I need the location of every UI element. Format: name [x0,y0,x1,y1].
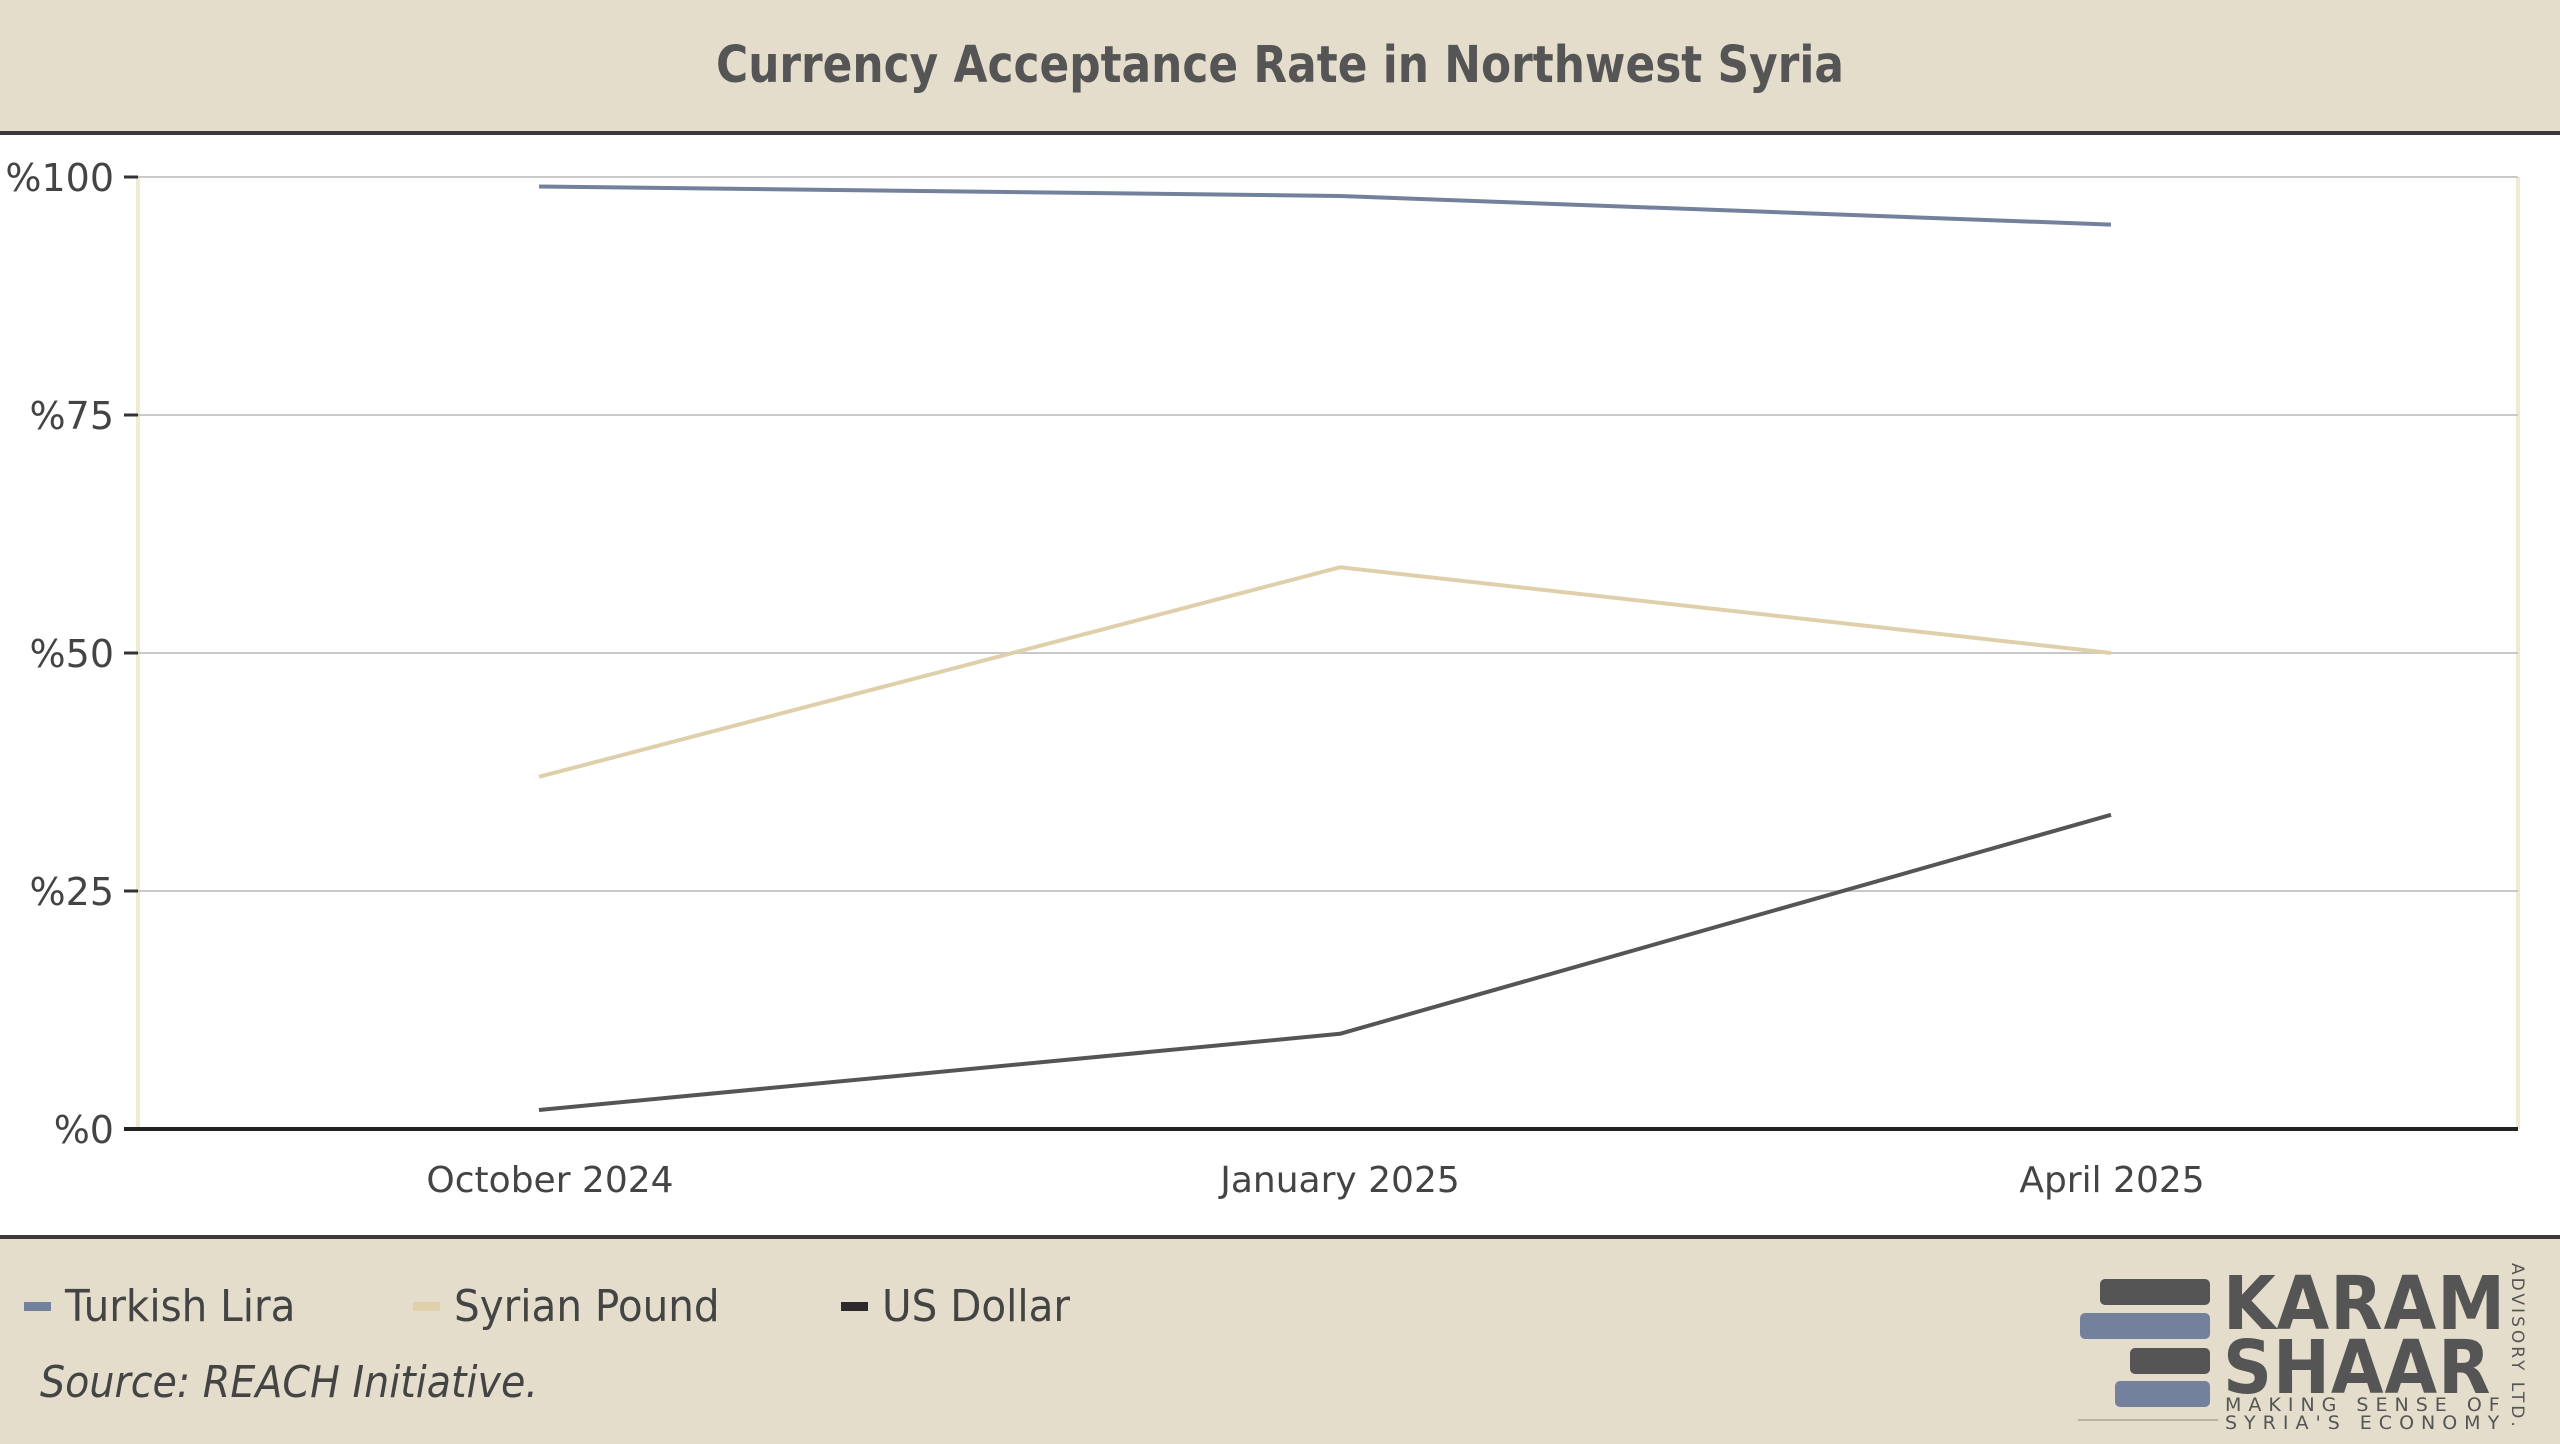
logo-bar-3 [2130,1348,2210,1374]
legend-label-turkish-lira: Turkish Lira [65,1281,296,1332]
y-tick-label-25: %25 [30,870,114,914]
series-line-us-dollar [538,812,2112,1112]
logo-bar-2 [2080,1313,2210,1339]
chart-title: Currency Acceptance Rate in Northwest Sy… [716,36,1844,95]
x-tick-label-2: January 2025 [1218,1160,1460,1201]
y-tick-label-75: %75 [30,394,114,438]
logo-tagline-1: MAKING SENSE OF [2225,1394,2507,1416]
legend-swatch-syrian-pound [413,1302,441,1311]
logo-rule [2078,1419,2218,1421]
y-tick-label-50: %50 [30,632,114,676]
x-tick-label-1: October 2024 [426,1160,673,1201]
source-note: Source: REACH Initiative. [40,1357,538,1408]
series-line-syrian-pound [538,565,2112,779]
chart-footer: Turkish Lira Syrian Pound US Dollar Sour… [0,1235,2560,1444]
legend-item-turkish-lira: Turkish Lira [24,1281,315,1332]
logo-word-karam: KARAM [2223,1261,2506,1347]
legend: Turkish Lira Syrian Pound US Dollar [24,1281,1185,1332]
plot-panel: %0 %25 %50 %75 %100 October 2024 January 2025 A… [0,135,2560,1235]
legend-item-us-dollar: US Dollar [841,1281,1086,1332]
legend-item-syrian-pound: Syrian Pound [413,1281,743,1332]
series-line-turkish-lira [538,184,2112,227]
logo-bar-1 [2100,1279,2210,1305]
legend-label-syrian-pound: Syrian Pound [454,1281,721,1332]
logo-vertical-text: ADVISORY LTD. [2507,1263,2527,1430]
legend-swatch-us-dollar [841,1302,869,1311]
legend-swatch-turkish-lira [24,1302,51,1311]
logo-bar-4 [2115,1381,2210,1407]
logo-tagline-2: SYRIA'S ECONOMY [2225,1412,2507,1434]
karam-shaar-logo: KARAM SHAAR MAKING SENSE OF SYRIA'S ECON… [2075,1261,2527,1433]
legend-label-us-dollar: US Dollar [882,1281,1071,1332]
line-chart: %0 %25 %50 %75 %100 October 2024 January 2025 A… [5,156,2520,1201]
y-tick-label-0: %0 [54,1108,114,1152]
chart-header: Currency Acceptance Rate in Northwest Sy… [0,0,2560,135]
x-tick-label-3: April 2025 [2019,1160,2204,1201]
y-tick-label-100: %100 [5,156,114,200]
logo-word-shaar: SHAAR [2223,1325,2492,1411]
